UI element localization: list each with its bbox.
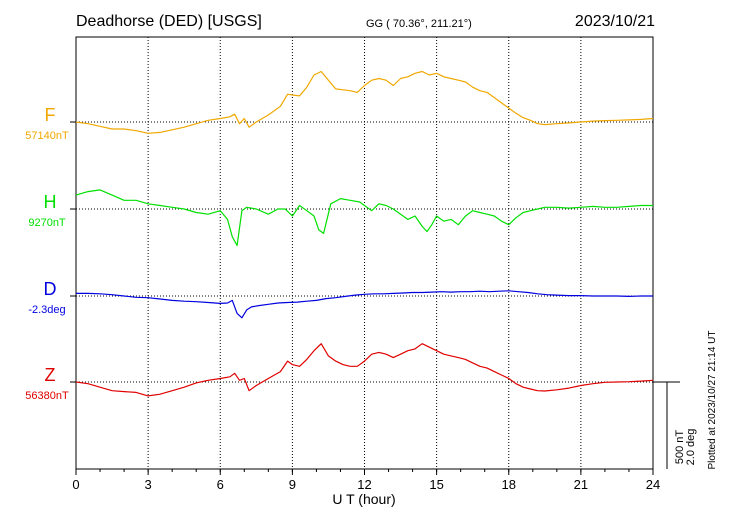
series-name-z: Z	[45, 365, 56, 385]
series-name-d: D	[44, 279, 57, 299]
series-layer	[75, 70, 654, 397]
date-label: 2023/10/21	[575, 13, 655, 30]
x-tick-label: 6	[217, 477, 224, 492]
series-line-f	[75, 70, 654, 134]
x-tick-label: 9	[289, 477, 296, 492]
grid	[70, 37, 653, 469]
x-tick-label: 21	[574, 477, 588, 492]
series-baseline-label-f: 57140nT	[25, 130, 69, 142]
series-line-h	[75, 189, 653, 247]
scale-bar-label-deg: 2.0 deg	[685, 429, 697, 466]
x-tick-label: 24	[646, 477, 660, 492]
x-axis-label: U T (hour)	[332, 491, 395, 507]
x-tick-label: 0	[72, 477, 79, 492]
series-line-z	[75, 343, 654, 397]
series-name-f: F	[45, 105, 56, 125]
plotted-at-note: Plotted at 2023/10/27 21:14 UT	[707, 331, 718, 470]
series-baseline-label-d: -2.3deg	[28, 304, 65, 316]
series-name-h: H	[44, 192, 57, 212]
station-title: Deadhorse (DED) [USGS]	[76, 13, 262, 30]
x-tick-label: 3	[145, 477, 152, 492]
series-baseline-label-z: 56380nT	[25, 390, 69, 402]
series-line-d	[76, 290, 653, 319]
scale-bar-label-nt: 500 nT	[674, 430, 686, 465]
x-tick-label: 12	[357, 477, 371, 492]
x-tick-label: 18	[502, 477, 516, 492]
series-labels: F 57140nT H 9270nT D -2.3deg Z 56380nT	[25, 105, 69, 402]
series-baseline-label-h: 9270nT	[28, 217, 66, 229]
x-tick-label: 15	[429, 477, 443, 492]
coordinates-label: GG ( 70.36°, 211.21°)	[366, 18, 472, 30]
x-axis: 0 3 6 9 12 15 18 21 24	[72, 469, 660, 492]
